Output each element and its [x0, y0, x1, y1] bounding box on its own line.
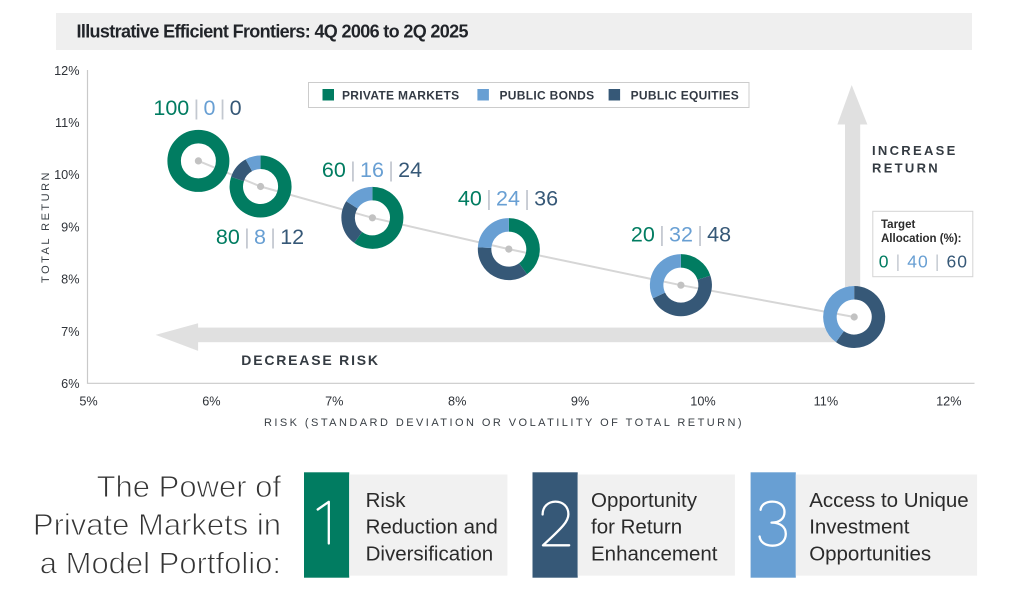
- svg-text:8%: 8%: [61, 273, 79, 287]
- svg-text:DECREASE RISK: DECREASE RISK: [241, 352, 380, 368]
- svg-text:TOTAL RETURN: TOTAL RETURN: [40, 170, 52, 283]
- svg-text:for Return: for Return: [591, 516, 682, 539]
- svg-text:0 | 40 | 60: 0 | 40 | 60: [879, 251, 968, 271]
- svg-text:7%: 7%: [325, 394, 343, 408]
- svg-text:PUBLIC EQUITIES: PUBLIC EQUITIES: [631, 89, 740, 103]
- svg-text:9%: 9%: [61, 220, 79, 234]
- svg-text:PUBLIC BONDS: PUBLIC BONDS: [500, 89, 595, 103]
- svg-text:Enhancement: Enhancement: [591, 543, 718, 566]
- svg-text:Allocation (%):: Allocation (%):: [881, 233, 962, 245]
- svg-text:RISK (STANDARD DEVIATION OR VO: RISK (STANDARD DEVIATION OR VOLATILITY O…: [264, 417, 744, 429]
- svg-text:10%: 10%: [54, 168, 79, 182]
- svg-text:11%: 11%: [55, 116, 79, 130]
- svg-text:6%: 6%: [61, 377, 79, 391]
- svg-text:12%: 12%: [936, 394, 961, 408]
- svg-text:10%: 10%: [690, 394, 715, 408]
- svg-text:PRIVATE MARKETS: PRIVATE MARKETS: [342, 89, 459, 103]
- svg-text:Target: Target: [881, 219, 915, 231]
- svg-text:20 | 32 | 48: 20 | 32 | 48: [631, 223, 731, 247]
- svg-text:Risk: Risk: [366, 489, 407, 512]
- svg-text:80 | 8 | 12: 80 | 8 | 12: [216, 225, 304, 249]
- svg-text:12%: 12%: [54, 64, 79, 78]
- svg-text:Access to Unique: Access to Unique: [809, 489, 969, 512]
- svg-text:Opportunities: Opportunities: [809, 543, 931, 566]
- svg-text:Reduction and: Reduction and: [366, 516, 498, 539]
- svg-text:Private Markets in: Private Markets in: [33, 507, 281, 542]
- svg-text:Diversification: Diversification: [366, 543, 494, 566]
- svg-text:7%: 7%: [61, 325, 79, 339]
- svg-text:8%: 8%: [448, 394, 466, 408]
- svg-text:Opportunity: Opportunity: [591, 489, 698, 512]
- svg-text:9%: 9%: [571, 394, 589, 408]
- svg-text:40 | 24 | 36: 40 | 24 | 36: [458, 186, 558, 210]
- svg-text:INCREASE: INCREASE: [872, 143, 958, 158]
- svg-text:6%: 6%: [202, 394, 220, 408]
- svg-text:a Model Portfolio:: a Model Portfolio:: [40, 546, 281, 581]
- svg-text:60 | 16 | 24: 60 | 16 | 24: [322, 158, 422, 182]
- svg-text:Investment: Investment: [809, 516, 910, 539]
- svg-text:11%: 11%: [814, 394, 838, 408]
- svg-text:100 | 0 | 0: 100 | 0 | 0: [153, 96, 241, 120]
- svg-text:The Power of: The Power of: [97, 469, 282, 504]
- svg-text:5%: 5%: [79, 394, 97, 408]
- svg-text:Illustrative Efficient Frontie: Illustrative Efficient Frontiers: 4Q 200…: [77, 22, 469, 42]
- svg-text:RETURN: RETURN: [872, 160, 940, 175]
